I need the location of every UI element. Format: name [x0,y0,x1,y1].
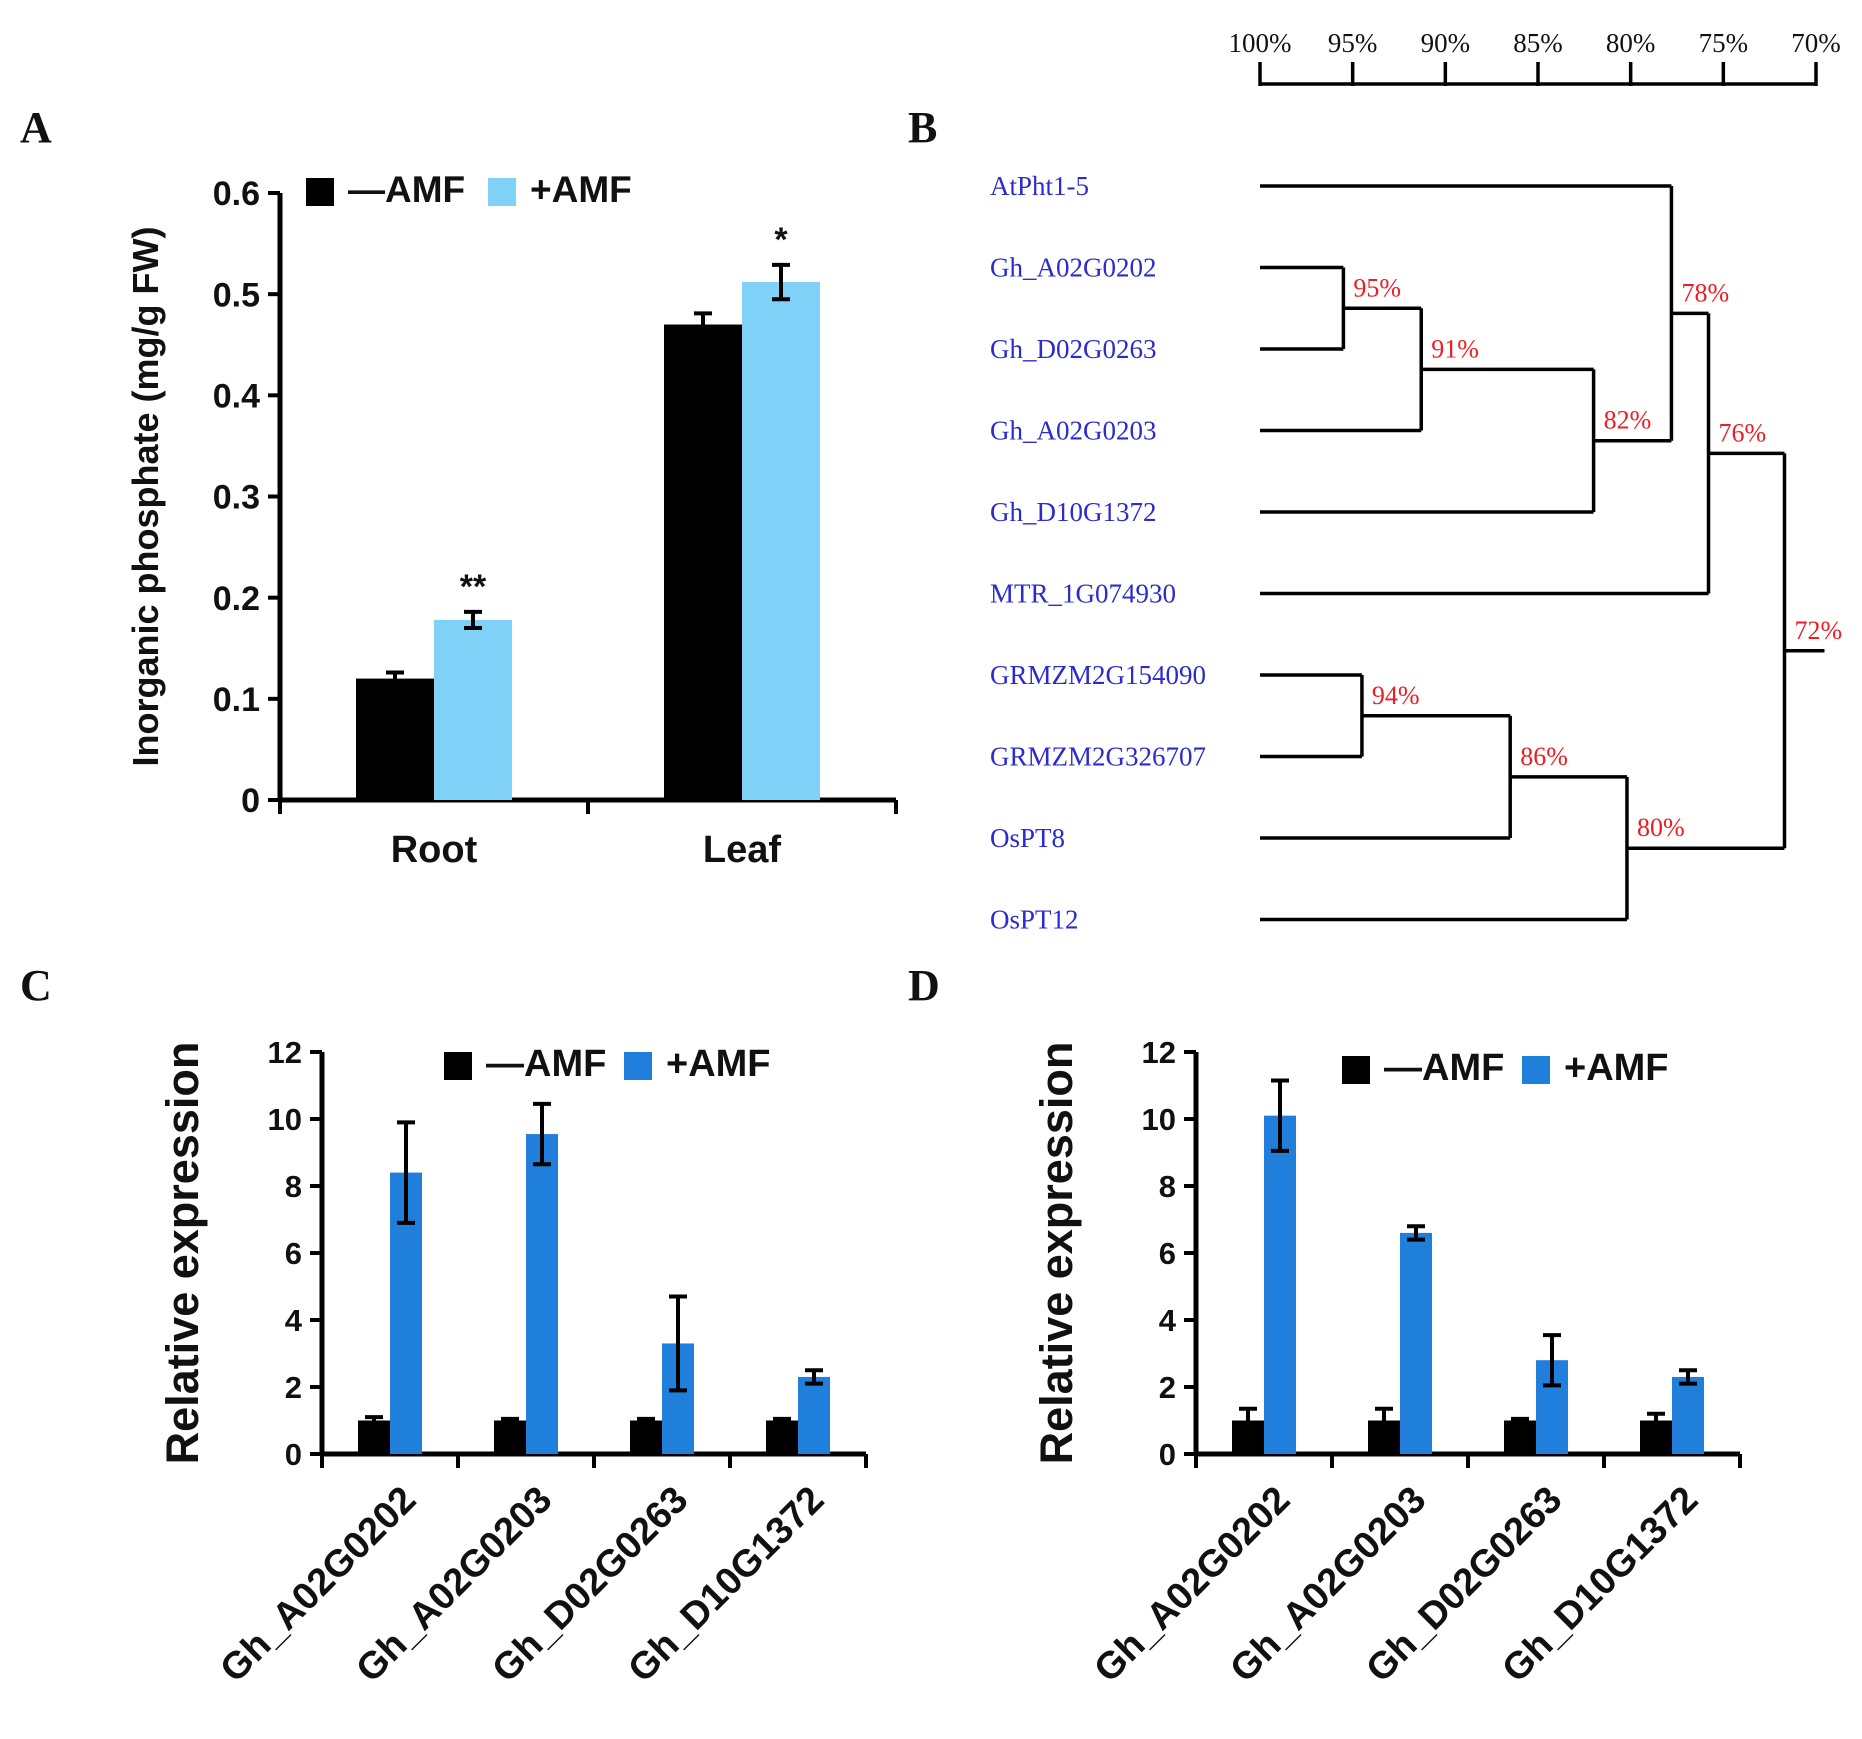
chart-panel-d: 024681012Gh_A02G0202Gh_A02G0203Gh_D02G02… [1031,1035,1742,1691]
legend-swatch-neg [306,178,334,206]
legend-label-pos: +AMF [1564,1047,1669,1089]
node-label: 95% [1353,273,1401,302]
legend-label-neg: —AMF [1384,1047,1504,1089]
y-axis-title: Relative expression [1031,1042,1082,1465]
legend-swatch-pos [1522,1056,1550,1084]
scale-label: 75% [1699,28,1749,58]
y-tick-label: 8 [285,1169,302,1204]
chart-panel-a: 0 0.1 0.2 0.3 0.4 0.5 0.6 ** Root * Leaf Inorganic … [125,169,898,871]
bar-neg-2 [1504,1420,1536,1454]
bar-neg-1 [664,324,742,800]
legend-label-pos: +AMF [666,1043,771,1085]
legend-swatch-neg [444,1052,472,1080]
bar-neg-1 [494,1420,526,1454]
scale-label: 85% [1513,28,1563,58]
y-tick-label: 0.6 [213,175,260,213]
bar-pos-1 [742,282,820,800]
leaf-label: Gh_A02G0202 [990,253,1157,283]
bar-pos-0 [434,619,512,800]
legend-label-neg: —AMF [348,169,465,210]
y-tick-label: 0.1 [213,681,260,719]
node-label: 76% [1719,418,1767,447]
leaf-label: Gh_D02G0263 [990,334,1157,364]
leaf-label: GRMZM2G326707 [990,742,1206,772]
x-tick-label: Leaf [703,829,781,871]
panel-label-d: D [908,961,940,1010]
y-tick-label: 2 [285,1370,302,1405]
significance-marker: * [774,221,788,259]
y-tick-label: 8 [1159,1169,1176,1204]
leaf-label: OsPT12 [990,905,1079,935]
bar-neg-3 [766,1420,798,1454]
bar-neg-0 [358,1420,390,1454]
legend-swatch-pos [624,1052,652,1080]
legend-swatch-neg [1342,1056,1370,1084]
node-label: 82% [1604,406,1652,435]
y-tick-label: 0.2 [213,580,260,618]
bar-pos-3 [798,1376,830,1454]
node-label: 94% [1372,681,1420,710]
bar-neg-0 [356,678,434,800]
panel-label-b: B [908,103,937,152]
scale-label: 70% [1791,28,1841,58]
bar-pos-1 [526,1134,558,1454]
leaf-label: OsPT8 [990,823,1065,853]
y-tick-label: 6 [285,1236,302,1271]
leaf-label: Gh_A02G0203 [990,416,1157,446]
legend-label-pos: +AMF [530,169,632,210]
y-tick-label: 0 [241,782,260,820]
panel-label-c: C [20,961,52,1010]
bar-pos-0 [1264,1115,1296,1454]
bar-pos-3 [1672,1376,1704,1454]
scale-label: 80% [1606,28,1656,58]
y-axis-title: Inorganic phosphate (mg/g FW) [125,227,166,767]
y-tick-label: 0.3 [213,479,260,517]
chart-panel-c: 024681012Gh_A02G0202Gh_A02G0203Gh_D02G02… [157,1035,868,1691]
node-label: 91% [1431,334,1479,363]
y-tick-label: 2 [1159,1370,1176,1405]
y-tick-label: 4 [285,1303,303,1338]
node-label: 80% [1637,813,1685,842]
y-tick-label: 12 [1142,1035,1176,1070]
y-axis-title: Relative expression [157,1042,208,1465]
leaf-label: MTR_1G074930 [990,579,1176,609]
y-tick-label: 0.4 [213,378,260,416]
panel-label-a: A [20,103,52,152]
scale-label: 90% [1421,28,1471,58]
y-tick-label: 0 [1159,1437,1176,1472]
node-label: 72% [1794,616,1842,645]
y-tick-label: 0 [285,1437,302,1472]
bar-pos-1 [1400,1232,1432,1454]
node-label: 78% [1681,278,1729,307]
leaf-label: AtPht1-5 [990,171,1089,201]
legend-label-neg: —AMF [486,1043,606,1085]
legend-swatch-pos [488,178,516,206]
y-tick-label: 12 [268,1035,302,1070]
leaf-label: GRMZM2G154090 [990,660,1206,690]
x-tick-label: Root [391,829,478,871]
node-label: 86% [1520,742,1568,771]
dendrogram-panel-b: 100% 95% 90% 85% 80% 75% 70% AtPht1-5 Gh_A02G020… [990,28,1842,935]
leaf-label: Gh_D10G1372 [990,497,1157,527]
bar-neg-2 [630,1420,662,1454]
significance-marker: ** [460,568,487,606]
y-tick-label: 10 [268,1102,302,1137]
y-tick-label: 6 [1159,1236,1176,1271]
scale-label: 95% [1328,28,1378,58]
y-tick-label: 4 [1159,1303,1177,1338]
y-tick-label: 0.5 [213,276,260,314]
y-tick-label: 10 [1142,1102,1176,1137]
scale-label: 100% [1229,28,1292,58]
